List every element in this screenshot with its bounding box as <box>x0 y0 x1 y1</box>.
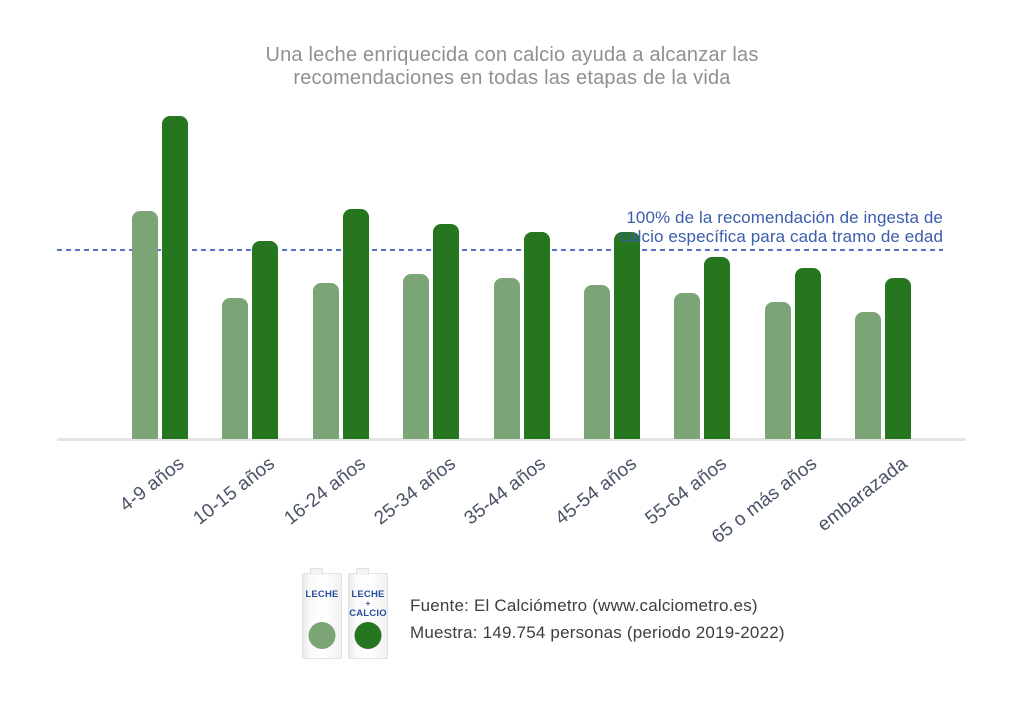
x-axis-line <box>57 438 966 441</box>
bar-leche-calcio-6 <box>704 256 731 439</box>
chart-title: Una leche enriquecida con calcio ayuda a… <box>0 44 1024 90</box>
x-axis-label-5: 45-54 años <box>551 453 641 530</box>
bar-leche-5 <box>583 285 610 439</box>
bar-leche-7 <box>764 302 791 439</box>
bar-leche-calcio-5 <box>613 231 640 439</box>
source-text: Fuente: El Calciómetro (www.calciometro.… <box>410 596 758 615</box>
legend-color-dot <box>308 622 336 649</box>
x-axis-label-2: 16-24 años <box>280 453 370 530</box>
x-axis-label-1: 10-15 años <box>189 453 280 530</box>
bar-leche-8 <box>855 311 881 439</box>
reference-line-label: 100% de la recomendación de ingesta de c… <box>619 208 943 246</box>
x-axis-label-8: embarazada <box>814 453 912 536</box>
footer: Fuente: El Calciómetro (www.calciometro.… <box>410 592 785 646</box>
x-axis-label-4: 35-44 años <box>461 453 551 530</box>
bar-leche-2 <box>312 283 339 439</box>
legend-color-dot <box>354 622 382 649</box>
bar-leche-0 <box>132 211 158 439</box>
x-axis-label-0: 4-9 años <box>116 453 189 517</box>
chart-title-line2: recomendaciones en todas las etapas de l… <box>293 67 731 89</box>
x-axis-label-3: 25-34 años <box>370 453 461 530</box>
chart-title-line1: Una leche enriquecida con calcio ayuda a… <box>265 44 759 66</box>
bar-leche-calcio-8 <box>885 277 911 439</box>
bar-leche-calcio-0 <box>162 116 188 439</box>
reference-line-label-line1: 100% de la recomendación de ingesta de <box>626 208 943 227</box>
legend-item-label: LECHE + CALCIO <box>349 589 387 619</box>
bar-leche-4 <box>493 277 520 439</box>
milk-carton-icon: LECHE + CALCIO <box>348 568 388 659</box>
bar-leche-calcio-4 <box>523 231 550 439</box>
legend-item-label: LECHE <box>305 589 339 600</box>
bar-leche-3 <box>403 273 430 439</box>
x-axis-label-6: 55-64 años <box>641 453 732 530</box>
sample-text: Muestra: 149.754 personas (periodo 2019-… <box>410 623 785 642</box>
bar-leche-6 <box>674 292 701 439</box>
bar-leche-calcio-2 <box>342 209 369 439</box>
reference-line-100pct <box>57 249 943 251</box>
reference-line-label-line2: calcio específica para cada tramo de eda… <box>619 227 943 246</box>
bar-leche-calcio-1 <box>252 241 279 439</box>
milk-carton-icon: LECHE <box>302 568 342 659</box>
bar-leche-calcio-7 <box>794 268 821 439</box>
bar-leche-calcio-3 <box>433 224 460 439</box>
bar-leche-1 <box>222 298 249 439</box>
